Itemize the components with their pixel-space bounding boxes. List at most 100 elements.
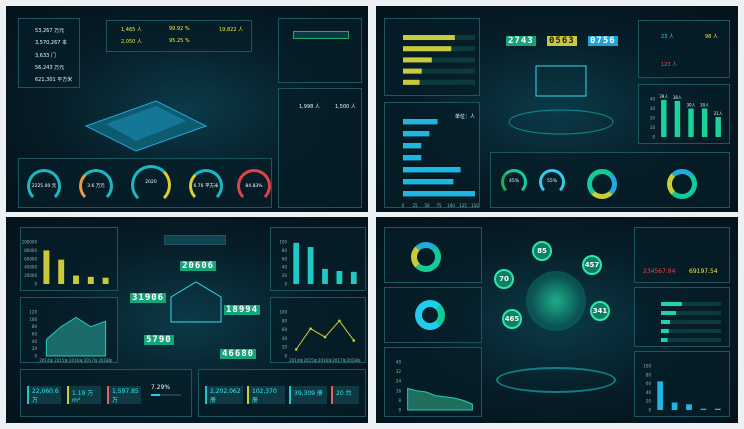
data-label: 39人 bbox=[659, 94, 668, 99]
stat: 99.92 % bbox=[169, 26, 190, 32]
stat: 69197.54 bbox=[689, 268, 718, 275]
gauge: 2020 bbox=[131, 165, 171, 205]
stat: 621,301 平方米 bbox=[35, 77, 73, 83]
y-tick-label: 32 bbox=[396, 369, 402, 374]
unit-label: 单位：人 bbox=[454, 114, 475, 120]
stat-bubble: 457 bbox=[582, 255, 602, 275]
y-tick-label: 40 bbox=[282, 336, 288, 341]
x-tick-label: 2017年 bbox=[84, 357, 98, 363]
gauge: 55% bbox=[539, 169, 565, 195]
y-tick-label: 24 bbox=[396, 379, 402, 384]
bar-track bbox=[661, 302, 721, 306]
globe-illustration bbox=[526, 271, 586, 331]
y-tick-label: 30 bbox=[650, 106, 656, 111]
bar-track bbox=[661, 311, 721, 315]
bar bbox=[73, 275, 79, 284]
y-tick-label: 8 bbox=[398, 398, 401, 403]
tick-label: 75 bbox=[436, 203, 442, 208]
bar bbox=[307, 247, 314, 284]
tick-label: 125 bbox=[459, 203, 467, 208]
y-tick-label: 100 bbox=[29, 317, 37, 322]
bar bbox=[688, 108, 694, 137]
blue-hbar-panel: 单位：人 0 25 50 75 100 125 150 bbox=[384, 102, 480, 208]
gauge: 45% bbox=[501, 169, 527, 195]
y-tick-label: 10 bbox=[650, 125, 656, 130]
counter: 18994 bbox=[224, 305, 261, 315]
bar bbox=[43, 250, 50, 284]
data-label: 30人 bbox=[700, 103, 709, 108]
donut-chart bbox=[587, 169, 617, 199]
y-tick-label: 40 bbox=[282, 265, 288, 270]
bar bbox=[403, 179, 454, 185]
area-panel: 0 8 16 24 32 40 bbox=[384, 347, 482, 417]
stat: 234567.94 bbox=[643, 268, 676, 275]
counter: 5790 bbox=[144, 335, 174, 345]
donut-panel bbox=[384, 227, 482, 283]
x-tick-label: 2017年 bbox=[332, 357, 346, 363]
line-panel: 0 20 40 60 80 100 2014年 2015年 2016年 2017年 2018年 bbox=[270, 297, 366, 363]
books-panel: 2,202,062 册 102,370 册 39,309 册 20 台 bbox=[198, 369, 366, 417]
y-tick-label: 0 bbox=[652, 135, 655, 140]
y-tick-label: 40000 bbox=[24, 265, 37, 270]
stat-box: 2,202,062 册 bbox=[205, 386, 243, 404]
bar bbox=[661, 311, 676, 315]
gauge-donut-panel: 45% 55% bbox=[490, 152, 730, 208]
data-label: 21人 bbox=[714, 111, 723, 116]
y-tick-label: 0 bbox=[284, 354, 287, 359]
x-tick-label: 2018年 bbox=[347, 357, 361, 363]
donut-chart bbox=[667, 169, 697, 199]
y-tick-label: 60 bbox=[282, 256, 288, 261]
x-tick-label: 2018年 bbox=[99, 357, 113, 363]
bar bbox=[403, 57, 432, 63]
counter: 0756 bbox=[588, 36, 618, 46]
gauges-panel: 2225.00 元 3.6 万元 2020 6.76 平方米 84.83% bbox=[18, 158, 272, 208]
bar bbox=[403, 35, 455, 41]
stat-bubble: 85 bbox=[532, 241, 552, 261]
y-tick-label: 60 bbox=[32, 332, 38, 337]
y-tick-label: 20000 bbox=[24, 273, 37, 278]
bar bbox=[671, 402, 678, 410]
bar bbox=[403, 167, 461, 173]
center-title-tab[interactable] bbox=[164, 235, 226, 245]
stat: 2,050 人 bbox=[121, 39, 142, 45]
area-chart: 0 8 16 24 32 40 bbox=[396, 360, 473, 413]
progress-fill bbox=[151, 394, 160, 396]
stat: 53,267 万元 bbox=[35, 28, 65, 34]
stat-box: 102,370 册 bbox=[247, 386, 285, 404]
search-input[interactable] bbox=[293, 31, 349, 39]
platform-ring bbox=[496, 367, 616, 393]
tick-label: 50 bbox=[424, 203, 430, 208]
bar bbox=[403, 191, 475, 197]
stat: 19,822 人 bbox=[219, 27, 244, 33]
donut-chart bbox=[411, 242, 441, 272]
point bbox=[338, 319, 341, 323]
y-tick-label: 60000 bbox=[24, 256, 37, 261]
bar bbox=[686, 404, 692, 410]
y-tick-label: 20 bbox=[282, 273, 288, 278]
gauge: 84.83% bbox=[237, 169, 271, 203]
bar bbox=[661, 302, 682, 306]
x-tick-label: 2016年 bbox=[318, 357, 332, 363]
y-tick-label: 100 bbox=[279, 310, 287, 315]
gauge: 6.76 平方米 bbox=[189, 169, 223, 203]
y-tick-label: 20 bbox=[646, 399, 652, 404]
y-tick-label: 40 bbox=[646, 390, 652, 395]
stat-bubble: 70 bbox=[494, 269, 514, 289]
area bbox=[45, 316, 107, 357]
bar bbox=[403, 131, 430, 137]
bar bbox=[661, 99, 667, 137]
presentation-illustration bbox=[508, 65, 614, 135]
bar bbox=[403, 119, 438, 125]
y-tick-label: 120 bbox=[29, 310, 37, 315]
tick-label: 25 bbox=[412, 203, 418, 208]
bar bbox=[322, 268, 328, 284]
stat: 3,570,267 本 bbox=[35, 40, 68, 46]
dashboard-campus-overview: 53,267 万元 3,570,267 本 3,633 门 56,243 万元 … bbox=[6, 6, 368, 212]
progress-bar bbox=[151, 394, 181, 396]
library-building-illustration bbox=[170, 281, 222, 323]
bar bbox=[657, 381, 664, 410]
bar-chart: 0 20000 40000 60000 80000 100000 bbox=[22, 240, 109, 287]
y-tick-label: 0 bbox=[648, 408, 651, 413]
line-chart: 0 20 40 60 80 100 2014年 2015年 2016年 2017年 2018年 bbox=[279, 310, 361, 364]
stat: 56,243 万元 bbox=[35, 65, 65, 71]
